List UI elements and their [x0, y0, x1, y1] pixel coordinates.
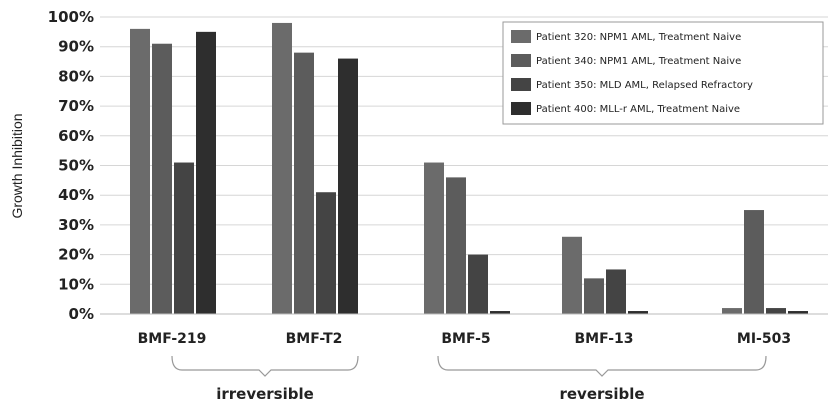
legend-label: Patient 340: NPM1 AML, Treatment Naive — [536, 56, 741, 67]
y-tick-label: 100% — [48, 8, 94, 26]
bar — [584, 278, 604, 314]
bar — [130, 28, 150, 314]
legend-swatch — [511, 102, 531, 115]
bar — [606, 269, 626, 314]
group-brackets: irreversible reversible — [171, 355, 767, 403]
bar — [446, 177, 466, 314]
category-labels: BMF-219 BMF-T2 BMF-5 BMF-13 MI-503 — [138, 331, 791, 347]
group-bracket — [437, 355, 767, 377]
y-tick-label: 20% — [58, 246, 94, 264]
y-tick-label: 60% — [58, 127, 94, 145]
category-label: MI-503 — [737, 331, 791, 347]
legend-swatch — [511, 30, 531, 43]
y-tick-label: 90% — [58, 38, 94, 56]
bar — [490, 311, 510, 314]
y-tick-label: 30% — [58, 216, 94, 234]
legend-swatch — [511, 78, 531, 91]
y-tick-label: 40% — [58, 186, 94, 204]
group-bracket — [171, 355, 359, 377]
bar — [174, 162, 194, 314]
legend-box — [502, 21, 824, 125]
bar — [338, 58, 358, 314]
bar — [628, 311, 648, 314]
category-label: BMF-219 — [138, 331, 207, 347]
legend-swatch — [511, 54, 531, 67]
bar — [152, 43, 172, 314]
legend: Patient 320: NPM1 AML, Treatment Naive Pa… — [502, 21, 824, 125]
bar — [424, 162, 444, 314]
bar — [272, 22, 292, 314]
y-tick-label: 10% — [58, 275, 94, 293]
category-label: BMF-5 — [441, 331, 490, 347]
category-label: BMF-13 — [574, 331, 633, 347]
group-label: reversible — [559, 385, 644, 403]
bar — [196, 31, 216, 314]
grid-lines — [100, 16, 828, 285]
bar — [766, 308, 786, 314]
y-tick-label: 70% — [58, 97, 94, 115]
group-label: irreversible — [216, 385, 314, 403]
bar — [468, 254, 488, 314]
legend-label: Patient 400: MLL-r AML, Treatment Naive — [536, 104, 740, 115]
y-tick-label: 0% — [69, 305, 94, 323]
y-axis-ticks: 0% 10% 20% 30% 40% 50% 60% 70% 80% 90% 100% — [48, 8, 94, 323]
y-axis-label: Growth Inhibition — [9, 113, 25, 218]
bar — [562, 236, 582, 314]
legend-label: Patient 320: NPM1 AML, Treatment Naive — [536, 32, 741, 43]
bar — [316, 192, 336, 314]
bar — [722, 308, 742, 314]
bar — [744, 210, 764, 314]
y-tick-label: 80% — [58, 67, 94, 85]
y-tick-label: 50% — [58, 157, 94, 175]
bars — [130, 22, 808, 314]
bar — [788, 311, 808, 314]
bar — [294, 52, 314, 314]
category-label: BMF-T2 — [286, 331, 343, 347]
legend-label: Patient 350: MLD AML, Relapsed Refractor… — [536, 80, 753, 91]
